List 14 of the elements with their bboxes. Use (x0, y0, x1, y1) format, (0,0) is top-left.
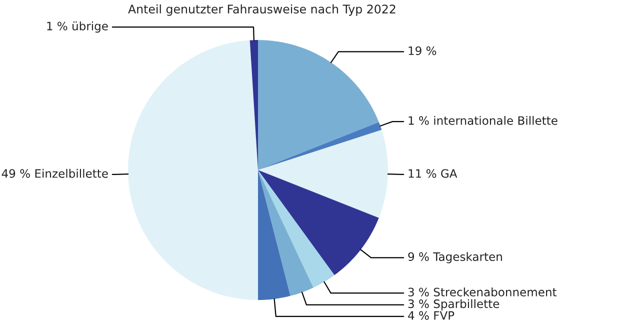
chart-title: Anteil genutzter Fahrausweise nach Typ 2022 (128, 4, 396, 16)
slice-label: 1 % übrige (47, 21, 108, 33)
pie-slice (258, 170, 334, 288)
pie-slice (258, 170, 290, 300)
slice-label: 1 % internationale Billette (408, 116, 558, 125)
slice-label: 3 % Sparbillette (408, 299, 500, 310)
slice-label: 49 % Einzelbillette (2, 168, 108, 178)
slice-label: 3 % Streckenabonnement (408, 288, 557, 296)
slice-label: 9 % Tageskarten (408, 252, 502, 264)
data-label: 19 % (408, 46, 436, 56)
pie-slice (258, 170, 379, 276)
pie-slice (258, 122, 382, 170)
slice-label: 11 % GA (408, 169, 458, 178)
slice-label: 4 % FVP (408, 311, 454, 320)
